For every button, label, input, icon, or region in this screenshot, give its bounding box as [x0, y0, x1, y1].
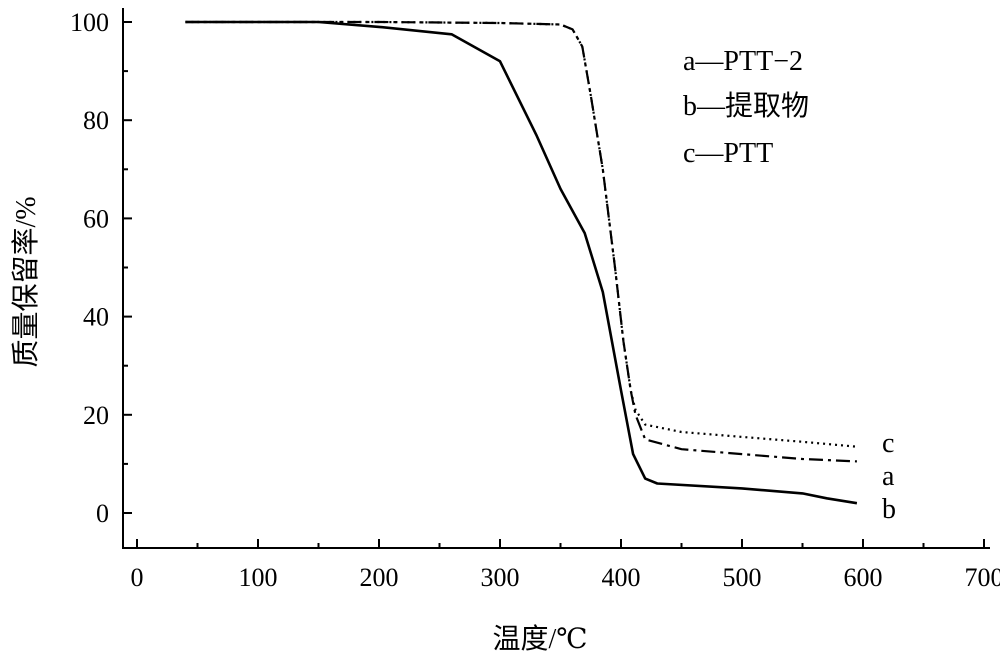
axes: 0 100 200 300 400 500 600 700 0 20 40 60 80 100	[70, 8, 1000, 592]
y-axis-title: 质量保留率/%	[10, 196, 42, 367]
x-tick-label: 100	[239, 563, 278, 592]
series-lines	[185, 20, 858, 505]
series-line-c	[185, 20, 857, 448]
y-tick-label: 80	[83, 106, 109, 135]
end-label-c: c	[882, 428, 894, 459]
y-tick-label: 100	[70, 8, 109, 37]
x-tick-label: 200	[360, 563, 399, 592]
x-tick-label: 500	[723, 563, 762, 592]
x-tick-label: 0	[131, 563, 144, 592]
x-tick-label: 600	[844, 563, 883, 592]
x-axis-title: 温度/℃	[492, 623, 587, 655]
axis-lines	[122, 8, 990, 549]
legend: a—PTT−2 b—提取物 c—PTT	[683, 46, 809, 169]
series-line-a	[185, 20, 857, 463]
legend-entry-b: b—提取物	[683, 90, 809, 122]
x-tick-label: 300	[481, 563, 520, 592]
legend-entry-c: c—PTT	[683, 138, 773, 169]
x-tick-label: 400	[602, 563, 641, 592]
y-tick-label: 0	[96, 499, 109, 528]
y-tick-label: 60	[83, 204, 109, 233]
y-tick-label: 40	[83, 303, 109, 332]
x-tick-label: 700	[965, 563, 1000, 592]
end-label-a: a	[882, 461, 895, 492]
series-line-b	[185, 20, 858, 505]
legend-entry-a: a—PTT−2	[683, 46, 803, 77]
y-tick-label: 20	[83, 401, 109, 430]
end-label-b: b	[882, 494, 896, 525]
